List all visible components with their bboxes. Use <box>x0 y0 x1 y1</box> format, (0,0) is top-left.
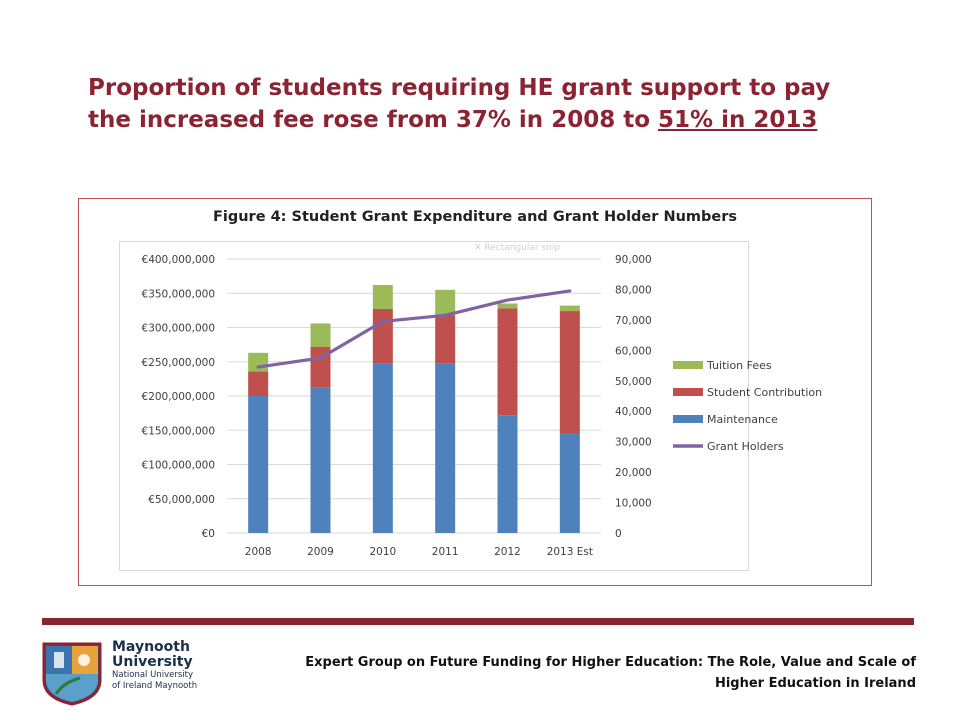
y2-tick-label: 40,000 <box>615 406 652 418</box>
bar-student-contribution <box>435 315 456 364</box>
legend-label: Student Contribution <box>707 386 822 399</box>
y2-tick-label: 10,000 <box>615 498 652 510</box>
crest-icon <box>42 642 102 706</box>
y2-tick-label: 60,000 <box>615 345 652 357</box>
bar-maintenance <box>435 363 456 533</box>
y2-tick-label: 30,000 <box>615 437 652 449</box>
logo-name-line2: University <box>112 654 193 670</box>
y2-tick-label: 0 <box>615 528 622 540</box>
figure-frame: Figure 4: Student Grant Expenditure and … <box>78 198 872 586</box>
y2-tick-label: 90,000 <box>615 254 652 266</box>
y2-tick-label: 70,000 <box>615 315 652 327</box>
legend-label: Grant Holders <box>707 440 784 453</box>
headline-text: Proportion of students requiring HE gran… <box>88 75 831 133</box>
bar-student-contribution <box>372 309 393 364</box>
y-tick-label: €100,000,000 <box>142 460 215 472</box>
bar-maintenance <box>559 432 580 533</box>
x-tick-label: 2013 Est <box>547 546 593 558</box>
bar-maintenance <box>372 363 393 533</box>
logo-sub-line1: National University <box>112 670 193 680</box>
x-tick-label: 2012 <box>494 546 521 558</box>
bar-tuition-fees <box>372 285 393 310</box>
chart-plot-border <box>119 241 749 571</box>
y-tick-label: €250,000,000 <box>142 357 215 369</box>
bar-maintenance <box>310 387 331 533</box>
y-tick-label: €0 <box>202 528 215 540</box>
y-tick-label: €50,000,000 <box>148 494 215 506</box>
footer-rule <box>42 618 914 625</box>
y2-tick-label: 20,000 <box>615 467 652 479</box>
bar-tuition-fees <box>559 305 580 312</box>
bar-student-contribution <box>559 311 580 433</box>
legend-swatch <box>673 361 703 369</box>
y-tick-label: €200,000,000 <box>142 391 215 403</box>
slide-headline: Proportion of students requiring HE gran… <box>88 72 868 136</box>
logo-sub-line2: of Ireland Maynooth <box>112 681 198 691</box>
x-tick-label: 2010 <box>369 546 396 558</box>
y-tick-label: €350,000,000 <box>142 288 215 300</box>
x-tick-label: 2009 <box>307 546 334 558</box>
logo-wordmark: Maynooth University National University … <box>112 640 197 692</box>
y-tick-label: €300,000,000 <box>142 323 215 335</box>
x-tick-label: 2011 <box>432 546 459 558</box>
ghost-snip-label: ✕ Rectangular snip <box>474 243 560 253</box>
y2-tick-label: 80,000 <box>615 284 652 296</box>
y2-tick-label: 50,000 <box>615 376 652 388</box>
bar-maintenance <box>248 396 269 533</box>
footer-caption: Expert Group on Future Funding for Highe… <box>216 652 916 694</box>
headline-underlined-text: 51% in 2013 <box>658 107 818 133</box>
legend-swatch <box>673 415 703 423</box>
y-tick-label: €400,000,000 <box>142 254 215 266</box>
logo-name-line1: Maynooth <box>112 639 190 655</box>
footer-line-1: Expert Group on Future Funding for Highe… <box>305 655 916 670</box>
bar-tuition-fees <box>497 303 518 309</box>
line-grant-holders <box>256 289 572 369</box>
bar-tuition-fees <box>310 323 331 347</box>
legend-swatch <box>673 388 703 396</box>
legend-label: Tuition Fees <box>706 359 772 372</box>
legend-label: Maintenance <box>707 413 778 426</box>
footer-line-2: Higher Education in Ireland <box>714 676 916 691</box>
bar-maintenance <box>497 415 518 533</box>
university-logo: Maynooth University National University … <box>40 640 200 706</box>
y-tick-label: €150,000,000 <box>142 425 215 437</box>
bar-student-contribution <box>248 371 269 396</box>
bar-tuition-fees <box>435 289 456 316</box>
chart-svg: €0 €50,000,000 €100,000,000 €150,000,000 €20… <box>142 243 823 558</box>
chart-title: Figure 4: Student Grant Expenditure and … <box>212 209 738 225</box>
x-tick-label: 2008 <box>245 546 272 558</box>
bar-student-contribution <box>497 308 518 416</box>
